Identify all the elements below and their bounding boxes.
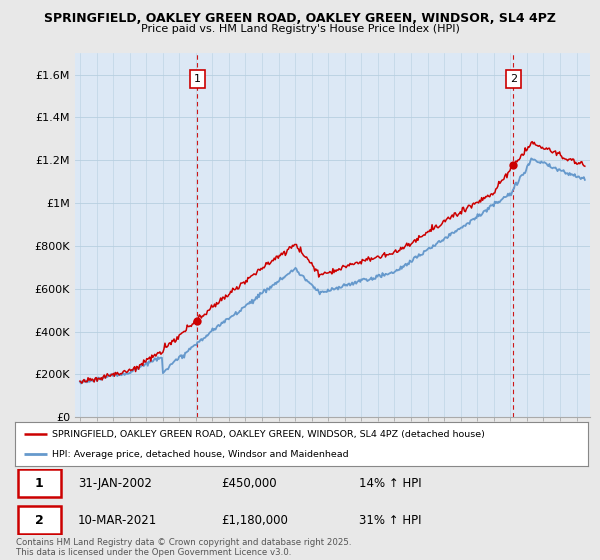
Text: 2: 2 [510,74,517,84]
Text: £450,000: £450,000 [221,477,277,490]
Text: 14% ↑ HPI: 14% ↑ HPI [359,477,421,490]
Text: £1,180,000: £1,180,000 [221,514,288,527]
Text: 10-MAR-2021: 10-MAR-2021 [78,514,157,527]
Text: 31-JAN-2002: 31-JAN-2002 [78,477,152,490]
Text: Price paid vs. HM Land Registry's House Price Index (HPI): Price paid vs. HM Land Registry's House … [140,24,460,34]
Text: HPI: Average price, detached house, Windsor and Maidenhead: HPI: Average price, detached house, Wind… [52,450,349,459]
Text: SPRINGFIELD, OAKLEY GREEN ROAD, OAKLEY GREEN, WINDSOR, SL4 4PZ (detached house): SPRINGFIELD, OAKLEY GREEN ROAD, OAKLEY G… [52,430,485,438]
Text: 1: 1 [194,74,200,84]
Text: 2: 2 [35,514,44,527]
Text: Contains HM Land Registry data © Crown copyright and database right 2025.
This d: Contains HM Land Registry data © Crown c… [16,538,352,557]
Text: 31% ↑ HPI: 31% ↑ HPI [359,514,421,527]
FancyBboxPatch shape [18,469,61,497]
Text: SPRINGFIELD, OAKLEY GREEN ROAD, OAKLEY GREEN, WINDSOR, SL4 4PZ: SPRINGFIELD, OAKLEY GREEN ROAD, OAKLEY G… [44,12,556,25]
Text: 1: 1 [35,477,44,490]
FancyBboxPatch shape [18,506,61,534]
